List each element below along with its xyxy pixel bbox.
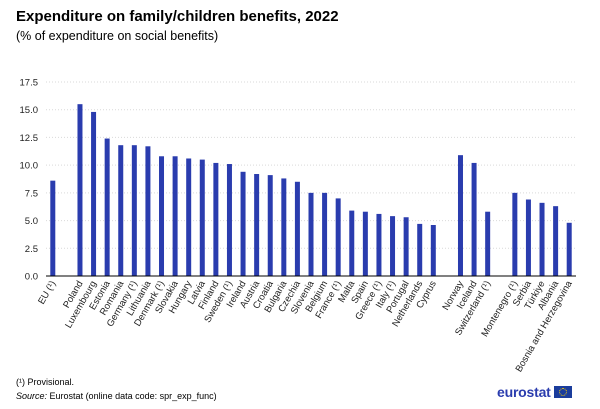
bar [308,192,314,276]
y-axis-ticks: 0.0 2.5 5.0 7.5 10.0 12.5 15.0 17.5 [20,78,39,283]
source-text: Eurostat (online data code: spr_exp_func… [49,391,217,401]
chart-subtitle: (% of expenditure on social benefits) [16,29,219,43]
bar [118,145,124,276]
bar [566,222,572,276]
bar [376,213,382,276]
bar [553,206,559,276]
chart-title: Expenditure on family/children benefits,… [16,8,339,25]
eu-flag-icon [553,386,572,398]
source-label: Source: [16,391,48,401]
bar [512,192,518,276]
bar [267,175,273,276]
bar [172,156,178,276]
x-tick-label: EU (¹) [36,279,58,306]
bar [77,104,83,277]
bar [335,198,341,276]
bar [145,146,151,276]
footnote: (¹) Provisional. [16,377,75,387]
bar [159,156,165,276]
bar [539,202,545,276]
bar [199,159,205,276]
bar [213,162,219,276]
eurostat-logo: eurostat [497,384,589,400]
bar [281,178,287,276]
bar [104,138,110,276]
y-tick-label: 15.0 [20,105,39,116]
bar [430,225,436,276]
logo-text: eurostat [497,384,551,400]
bar [471,162,477,276]
bar [390,216,396,276]
y-tick-label: 0.0 [25,272,38,283]
source-note: Source: Eurostat (online data code: spr_… [16,391,217,401]
x-axis-labels: EU (¹) PolandLuxembourgEstoniaRomaniaGerm… [36,278,575,374]
bar [417,223,423,276]
bar [240,171,246,276]
bar [91,111,97,276]
bar [226,164,232,276]
bar [362,211,368,276]
bar [525,199,531,276]
bar [294,181,300,276]
y-tick-label: 7.5 [25,188,38,199]
y-tick-label: 12.5 [20,133,39,144]
bar [131,145,137,276]
y-tick-label: 2.5 [25,244,38,255]
bar [322,192,328,276]
bar [403,217,409,276]
y-tick-label: 5.0 [25,216,38,227]
bar [254,174,260,276]
bar [457,155,463,276]
bar [50,180,56,276]
bar [186,158,192,276]
y-tick-label: 10.0 [20,161,39,172]
bar [485,211,491,276]
y-tick-label: 17.5 [20,78,39,89]
bars [50,104,572,277]
bar [349,210,355,276]
